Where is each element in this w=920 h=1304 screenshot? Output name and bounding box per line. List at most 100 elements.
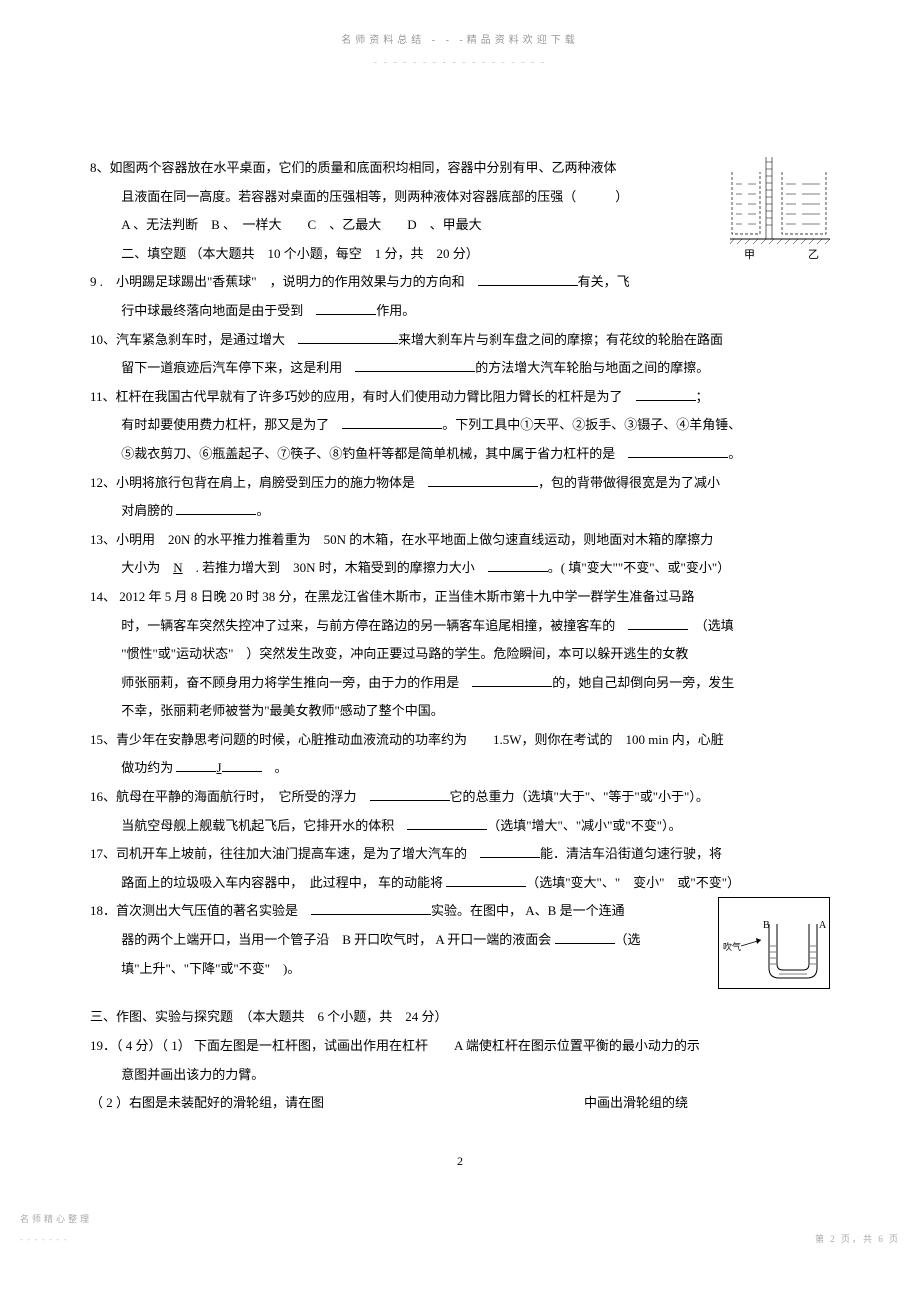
- q16-line2: 当航空母舰上舰载飞机起飞后，它排开水的体积 （选填"增大"、"减小"或"不变"）…: [90, 812, 830, 841]
- blank: [488, 558, 548, 572]
- q12-line1: 12、小明将旅行包背在肩上，肩膀受到压力的施力物体是 ，包的背带做得很宽是为了减…: [90, 469, 830, 498]
- q17-l2b: （选填"变大"、" 变小" 或"不变"）: [526, 875, 740, 890]
- q14-line5: 不幸，张丽莉老师被誉为"最美女教师"感动了整个中国。: [90, 697, 830, 726]
- q12-l2a: 对肩膀的: [121, 503, 176, 518]
- blank: [311, 901, 431, 915]
- q15-l2a: 做功约为: [121, 760, 176, 775]
- q16-l2a: 当航空母舰上舰载飞机起飞后，它排开水的体积: [121, 818, 407, 833]
- q14-l2b: （选填: [688, 618, 734, 633]
- q12-l1a: 12、小明将旅行包背在肩上，肩膀受到压力的施力物体是: [90, 475, 428, 490]
- q19-line2: 意图并画出该力的力臂。: [90, 1061, 830, 1090]
- q13-l2c: 。( 填"变大""不变"、或"变小"）: [548, 560, 730, 575]
- blank: [428, 473, 538, 487]
- q9-line2: 行中球最终落向地面是由于受到 作用。: [90, 297, 830, 326]
- q13-line2: 大小为 N . 若推力增大到 30N 时，木箱受到的摩擦力大小 。( 填"变大"…: [90, 554, 830, 583]
- q10-line2: 留下一道痕迹后汽车停下来，这是利用 的方法增大汽车轮胎与地面之间的摩擦。: [90, 354, 830, 383]
- q17-l1a: 17、司机开车上坡前，往往加大油门提高车速，是为了增大汽车的: [90, 846, 480, 861]
- q9-l2b: 作用。: [376, 303, 415, 318]
- page-number: 2: [90, 1148, 830, 1174]
- q18-l1b: 实验。在图中， A、B 是一个连通: [431, 903, 625, 918]
- q9-line1: 9 . 小明踢足球踢出"香蕉球" ，说明力的作用效果与力的方向和 有关，飞: [90, 268, 830, 297]
- blank: [518, 272, 578, 286]
- q16-l1a: 16、航母在平静的海面航行时， 它所受的浮力: [90, 789, 370, 804]
- section2-title: 二、填空题 （本大题共 10 个小题，每空 1 分，共 20 分）: [90, 240, 830, 269]
- section3-title: 三、作图、实验与探究题 （本大题共 6 个小题，共 24 分）: [90, 1003, 830, 1032]
- q13-l2b: . 若推力增大到 30N 时，木箱受到的摩擦力大小: [183, 560, 488, 575]
- blank: [478, 272, 518, 286]
- blank: [636, 387, 696, 401]
- blank: [222, 758, 262, 772]
- q14-line4: 师张丽莉，奋不顾身用力将学生推向一旁，由于力的作用是 的，她自己却倒向另一旁，发…: [90, 669, 830, 698]
- q15-line2: 做功约为 J 。: [90, 754, 830, 783]
- q10-l2a: 留下一道痕迹后汽车停下来，这是利用: [121, 360, 355, 375]
- q11-line3: ⑤裁衣剪刀、⑥瓶盖起子、⑦筷子、⑧钓鱼杆等都是简单机械，其中属于省力杠杆的是 。: [90, 440, 830, 469]
- q12-l1b: ，包的背带做得很宽是为了减小: [538, 475, 720, 490]
- q19-line1: 19．（ 4 分）（ 1） 下面左图是一杠杆图，试画出作用在杠杆 A 端使杠杆在…: [90, 1032, 830, 1061]
- header-dots: - - - - - - - - - - - - - - - - - -: [374, 57, 546, 68]
- blank: [555, 930, 615, 944]
- document-page: 名师资料总结 - - -精品资料欢迎下载 - - - - - - - - - -…: [0, 0, 920, 1270]
- q9-l1b: 有关，飞: [578, 274, 630, 289]
- footer-left: 名师精心整理 - - - - - - -: [20, 1210, 92, 1250]
- q17-line2: 路面上的垃圾吸入车内容器中， 此过程中， 车的动能将 （选填"变大"、" 变小"…: [90, 869, 830, 898]
- blank: [480, 844, 540, 858]
- q18-figure: 吹气 B A: [718, 897, 830, 989]
- q10-l2b: 的方法增大汽车轮胎与地面之间的摩擦。: [475, 360, 709, 375]
- q11-l2b: 。下列工具中①天平、②扳手、③镊子、④羊角锤、: [442, 417, 741, 432]
- svg-text:乙: 乙: [808, 248, 819, 261]
- blank: [342, 415, 442, 429]
- blank: [176, 758, 216, 772]
- q14-l4a: 师张丽莉，奋不顾身用力将学生推向一旁，由于力的作用是: [121, 675, 472, 690]
- q13-N: N: [173, 560, 182, 575]
- q12-line2: 对肩膀的 。: [90, 497, 830, 526]
- q8-line1: 8、如图两个容器放在水平桌面，它们的质量和底面积均相同，容器中分别有甲、乙两种液…: [90, 154, 830, 183]
- blank: [628, 616, 688, 630]
- q17-line1: 17、司机开车上坡前，往往加大油门提高车速，是为了增大汽车的 能．清洁车沿街道匀…: [90, 840, 830, 869]
- blank: [355, 358, 475, 372]
- q13-line1: 13、小明用 20N 的水平推力推着重为 50N 的木箱，在水平地面上做匀速直线…: [90, 526, 830, 555]
- q14-line3: "惯性"或"运动状态" ）突然发生改变，冲向正要过马路的学生。危险瞬间，本可以躲…: [90, 640, 830, 669]
- q18-l2a: 器的两个上端开口，当用一个管子沿 B 开口吹气时， A 开口一端的液面会: [121, 932, 554, 947]
- q16-l1b: 它的总重力（选填"大于"、"等于"或"小于"）。: [450, 789, 709, 804]
- footer-left-text: 名师精心整理: [20, 1214, 92, 1224]
- q9-l2a: 行中球最终落向地面是由于受到: [121, 303, 316, 318]
- blank: [176, 501, 256, 515]
- q19-line3: （ 2 ）右图是未装配好的滑轮组，请在图 中画出滑轮组的绕: [90, 1089, 830, 1118]
- q11-l3a: ⑤裁衣剪刀、⑥瓶盖起子、⑦筷子、⑧钓鱼杆等都是简单机械，其中属于省力杠杆的是: [121, 446, 628, 461]
- blank: [298, 330, 398, 344]
- q11-l3b: 。: [728, 446, 741, 461]
- q18-l2b: （选: [615, 932, 641, 947]
- q18-l1a: 18．首次测出大气压值的著名实验是: [90, 903, 311, 918]
- footer-left-dots: - - - - - - -: [20, 1234, 67, 1244]
- q8-line2: 且液面在同一高度。若容器对桌面的压强相等，则两种液体对容器底部的压强（ ）: [90, 183, 830, 212]
- q17-l2a: 路面上的垃圾吸入车内容器中， 此过程中， 车的动能将: [121, 875, 446, 890]
- q8-options: A 、无法判断 B 、 一样大 C 、乙最大 D 、甲最大: [90, 211, 830, 240]
- q8-figure: 甲 乙: [730, 154, 830, 264]
- q11-line2: 有时却要使用费力杠杆，那又是为了 。下列工具中①天平、②扳手、③镊子、④羊角锤、: [90, 411, 830, 440]
- q10-l1b: 来增大刹车片与刹车盘之间的摩擦；有花纹的轮胎在路面: [398, 332, 723, 347]
- q15-line1: 15、青少年在安静思考问题的时候，心脏推动血液流动的功率约为 1.5W，则你在考…: [90, 726, 830, 755]
- q9-l1a: 9 . 小明踢足球踢出"香蕉球" ，说明力的作用效果与力的方向和: [90, 274, 478, 289]
- q10-l1a: 10、汽车紧急刹车时，是通过增大: [90, 332, 298, 347]
- q11-l1a: 11、杠杆在我国古代早就有了许多巧妙的应用，有时人们使用动力臂比阻力臂长的杠杆是…: [90, 389, 636, 404]
- q11-l2a: 有时却要使用费力杠杆，那又是为了: [121, 417, 342, 432]
- blank: [407, 816, 487, 830]
- q15-l2b: 。: [262, 760, 288, 775]
- q11-l1b: ；: [696, 389, 709, 404]
- header-title: 名师资料总结 - - -精品资料欢迎下载: [341, 35, 579, 46]
- svg-text:甲: 甲: [744, 249, 755, 261]
- blank: [628, 444, 728, 458]
- q13-l2a: 大小为: [121, 560, 173, 575]
- svg-text:A: A: [819, 920, 827, 931]
- q14-line2: 时，一辆客车突然失控冲了过来，与前方停在路边的另一辆客车追尾相撞，被撞客车的 （…: [90, 612, 830, 641]
- q10-line1: 10、汽车紧急刹车时，是通过增大 来增大刹车片与刹车盘之间的摩擦；有花纹的轮胎在…: [90, 326, 830, 355]
- blank: [446, 873, 526, 887]
- q14-l2a: 时，一辆客车突然失控冲了过来，与前方停在路边的另一辆客车追尾相撞，被撞客车的: [121, 618, 628, 633]
- q12-l2b: 。: [256, 503, 269, 518]
- header: 名师资料总结 - - -精品资料欢迎下载 - - - - - - - - - -…: [90, 30, 830, 74]
- q14-l4b: 的，她自己却倒向另一旁，发生: [552, 675, 734, 690]
- q11-line1: 11、杠杆在我国古代早就有了许多巧妙的应用，有时人们使用动力臂比阻力臂长的杠杆是…: [90, 383, 830, 412]
- blank: [370, 787, 450, 801]
- q16-l2b: （选填"增大"、"减小"或"不变"）。: [487, 818, 681, 833]
- blank: [472, 673, 552, 687]
